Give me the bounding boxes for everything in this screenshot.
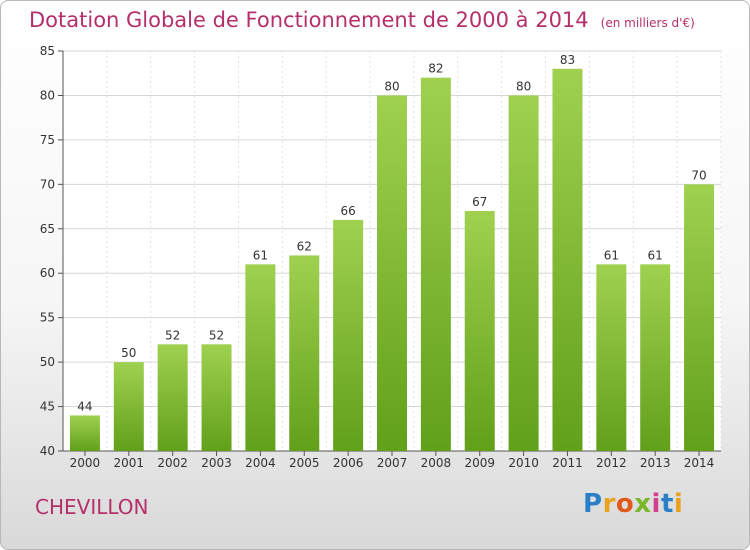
- value-label: 82: [428, 62, 443, 76]
- value-label: 83: [560, 53, 575, 67]
- y-tick-label: 45: [40, 400, 55, 414]
- bar: [245, 264, 276, 451]
- x-tick-label: 2014: [684, 456, 715, 470]
- value-label: 44: [77, 399, 92, 413]
- bar: [113, 362, 144, 451]
- bar: [201, 344, 232, 451]
- bar: [377, 95, 407, 451]
- bar: [420, 77, 451, 452]
- proxiti-logo[interactable]: Proxiti: [583, 489, 683, 519]
- x-tick-label: 2011: [552, 456, 583, 470]
- y-tick-label: 80: [40, 88, 55, 102]
- value-label: 67: [472, 195, 487, 209]
- bar: [333, 219, 364, 451]
- x-tick-label: 2000: [70, 456, 101, 470]
- bar: [684, 184, 715, 452]
- y-tick-label: 50: [40, 355, 55, 369]
- value-labels: 44 50 52 52 61 62 66 80 82 67 80 83 61 61 70: [77, 53, 706, 414]
- x-tick-label: 2003: [201, 456, 232, 470]
- bar: [596, 264, 627, 451]
- bar: [464, 211, 495, 451]
- x-tick-label: 2007: [377, 456, 408, 470]
- logo-letter: o: [615, 489, 635, 519]
- y-tick-label: 60: [40, 266, 55, 280]
- value-label: 50: [121, 346, 136, 360]
- x-tick-label: 2009: [464, 456, 495, 470]
- y-tick-label: 85: [40, 44, 55, 58]
- x-tick-label: 2008: [421, 456, 452, 470]
- value-label: 62: [297, 239, 312, 253]
- bar: [157, 344, 188, 451]
- logo-letter: x: [634, 489, 652, 519]
- value-label: 80: [516, 79, 531, 93]
- x-tick-label: 2004: [245, 456, 276, 470]
- chart-title: Dotation Globale de Fonctionnement de 20…: [29, 8, 695, 32]
- bar: [69, 415, 100, 451]
- value-label: 61: [253, 248, 268, 262]
- x-tick-label: 2002: [157, 456, 188, 470]
- value-label: 70: [691, 168, 706, 182]
- bar: [640, 264, 671, 451]
- bars: [69, 68, 715, 452]
- value-label: 52: [209, 328, 224, 342]
- bar: [508, 95, 539, 451]
- unit-label: (en milliers d'€): [600, 16, 695, 30]
- value-label: 52: [165, 328, 180, 342]
- logo-letter: r: [602, 489, 616, 519]
- commune-name: CHEVILLON: [35, 495, 149, 519]
- bar: [289, 255, 320, 451]
- x-tick-label: 2006: [333, 456, 364, 470]
- y-tick-label: 70: [40, 177, 55, 191]
- x-tick-label: 2012: [596, 456, 627, 470]
- title-text: Dotation Globale de Fonctionnement de 20…: [29, 8, 589, 32]
- bar: [552, 68, 583, 452]
- x-tick-label: 2010: [508, 456, 539, 470]
- value-label: 61: [648, 248, 663, 262]
- y-tick-label: 40: [40, 444, 55, 458]
- value-label: 80: [384, 79, 399, 93]
- value-label: 66: [340, 204, 355, 218]
- logo-letter: P: [583, 489, 603, 519]
- x-tick-label: 2001: [114, 456, 145, 470]
- logo-letter: i: [651, 489, 661, 519]
- x-tick-label: 2005: [289, 456, 320, 470]
- logo-letter: t: [660, 489, 674, 519]
- y-tick-label: 75: [40, 133, 55, 147]
- logo-letter: i: [673, 489, 684, 519]
- x-tick-label: 2013: [640, 456, 671, 470]
- value-label: 61: [604, 248, 619, 262]
- y-tick-label: 55: [40, 311, 55, 325]
- y-tick-label: 65: [40, 222, 55, 236]
